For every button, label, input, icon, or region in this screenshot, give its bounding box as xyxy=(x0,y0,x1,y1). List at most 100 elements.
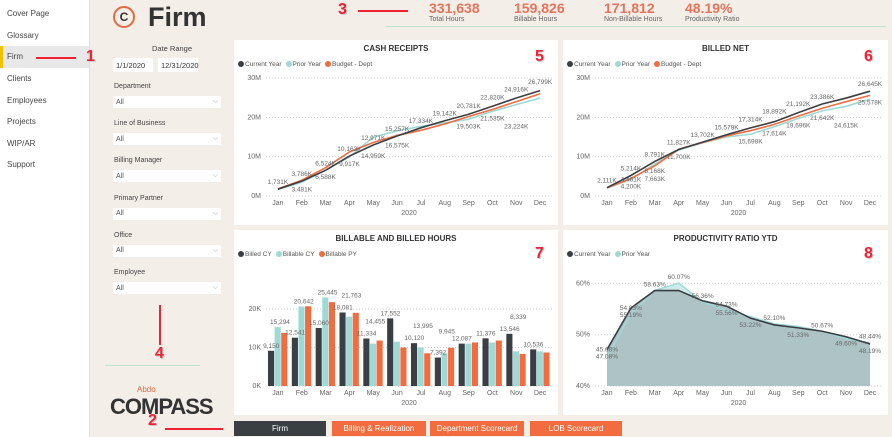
annotation-arrow xyxy=(36,57,76,59)
nav-item-cover-page[interactable]: Cover Page xyxy=(7,9,50,19)
legend-label: Prior Year xyxy=(621,251,651,258)
nav-item-wip-ar[interactable]: WIP/AR xyxy=(7,138,36,148)
x-tick-label: Sep xyxy=(462,200,475,207)
billed-net-chart: BILLED NET Current Year Prior Year Budget -… xyxy=(563,40,888,225)
x-tick-label: Mar xyxy=(649,200,662,207)
filter-dropdown-line-of-business[interactable]: All ⌵ xyxy=(113,133,221,146)
x-tick-label: Jun xyxy=(391,200,402,207)
legend-label: Current Year xyxy=(574,61,611,68)
annotation-badge-4: 4 xyxy=(155,345,164,362)
data-label: 1,731K xyxy=(268,179,289,186)
x-tick-label: Aug xyxy=(439,390,452,397)
filter-dropdown-department[interactable]: All ⌵ xyxy=(113,96,221,108)
legend-item[interactable]: Billed CY xyxy=(238,251,272,258)
annotation-badge-6: 6 xyxy=(864,48,873,65)
tab-department-scorecard[interactable]: Department Scorecard xyxy=(430,421,524,436)
data-label: 10,120 xyxy=(404,335,424,342)
data-label: 14,959K xyxy=(361,153,386,160)
data-label: 17,314K xyxy=(738,116,763,123)
legend-item[interactable]: Billable CY xyxy=(275,251,315,258)
bar-billed-cy xyxy=(291,337,298,386)
kpi-value: 159,826 xyxy=(514,0,565,16)
x-tick-label: Oct xyxy=(487,390,498,397)
dropdown-value: All xyxy=(116,98,124,106)
chart-title: BILLABLE AND BILLED HOURS xyxy=(335,234,457,243)
x-tick-label: Apr xyxy=(344,200,356,207)
data-label: 51.33% xyxy=(787,332,809,339)
bar-billable-py xyxy=(448,347,455,386)
nav-item-employees[interactable]: Employees xyxy=(7,95,47,105)
nav-item-glossary[interactable]: Glossary xyxy=(7,30,39,40)
data-label: 7,392 xyxy=(430,350,447,357)
tab-firm[interactable]: Firm xyxy=(234,421,326,436)
kpi-value: 48.19% xyxy=(685,0,733,16)
y-tick-label: 0M xyxy=(251,193,261,200)
dropdown-value: All xyxy=(116,284,124,292)
nav-item-projects[interactable]: Projects xyxy=(7,117,36,127)
chart-legend: Current Year Prior Year Budget - Dept xyxy=(567,61,701,68)
x-tick-label: Feb xyxy=(625,200,637,207)
filter-dropdown-billing-manager[interactable]: All ⌵ xyxy=(113,170,221,183)
data-label: 21,192K xyxy=(786,101,811,108)
data-label: 23,386K xyxy=(810,94,835,101)
data-label: 8,339 xyxy=(510,314,527,321)
filter-dropdown-primary-partner[interactable]: All ⌵ xyxy=(113,207,221,220)
annotation-arrow xyxy=(165,428,223,430)
legend-item[interactable]: Prior Year xyxy=(614,61,650,68)
legend-item[interactable]: Billable PY xyxy=(318,251,357,258)
bar-billable-py xyxy=(400,347,407,386)
kpi-label: Productivity Ratio xyxy=(685,16,740,23)
date-end-input[interactable]: 12/31/2020 xyxy=(158,58,199,72)
legend-item[interactable]: Current Year xyxy=(238,61,282,68)
date-range-label: Date Range xyxy=(152,44,193,53)
data-label: 20,642 xyxy=(294,298,314,305)
x-axis-title: 2020 xyxy=(401,210,417,217)
legend-item[interactable]: Budget - Dept xyxy=(325,61,372,68)
legend-label: Current Year xyxy=(245,61,282,68)
y-tick-label: 0K xyxy=(252,383,261,390)
x-tick-label: Dec xyxy=(864,200,877,207)
data-label: 11,827K xyxy=(667,139,691,146)
bar-billed-cy xyxy=(506,333,513,386)
tab-lob-scorecard[interactable]: LOB Scorecard xyxy=(530,421,622,436)
chevron-down-icon: ⌵ xyxy=(212,98,218,105)
chart-plot: 40% 50% 60% Jan Feb Mar Apr May Jun Jul Aug Sep Oct N… xyxy=(576,274,882,407)
legend-label: Budget - Dept xyxy=(332,61,373,68)
y-tick-label: 20K xyxy=(249,306,262,313)
data-label: 15,294 xyxy=(270,319,290,326)
data-label: 18,081 xyxy=(333,305,353,312)
bar-billable-py xyxy=(471,342,479,386)
bar-billable-cy xyxy=(536,351,543,386)
y-tick-label: 20M xyxy=(247,114,261,121)
legend-item[interactable]: Current Year xyxy=(567,251,611,258)
data-label: 23,224K xyxy=(504,124,529,131)
series-line-current-year xyxy=(606,289,871,351)
date-start-input[interactable]: 1/1/2020 xyxy=(113,58,153,72)
chart-legend: Current Year Prior Year xyxy=(567,251,650,258)
annotation-badge-1: 1 xyxy=(86,48,95,65)
legend-label: Billable CY xyxy=(282,251,315,258)
filter-dropdown-office[interactable]: All ⌵ xyxy=(113,244,221,257)
legend-dot-icon xyxy=(275,251,282,257)
nav-item-support[interactable]: Support xyxy=(7,160,36,170)
x-tick-label: Dec xyxy=(534,390,547,397)
kpi-card: 48.19% Productivity Ratio xyxy=(685,0,739,23)
bar-billed-cy xyxy=(267,350,275,386)
data-label: 15,060 xyxy=(309,320,329,327)
x-tick-label: Mar xyxy=(649,390,662,397)
bar-billable-cy xyxy=(298,306,305,386)
legend-item[interactable]: Current Year xyxy=(567,61,611,68)
legend-item[interactable]: Budget - Dept xyxy=(654,61,701,68)
x-tick-label: Apr xyxy=(673,200,685,207)
bar-billed-cy xyxy=(315,327,322,386)
filter-dropdown-employee[interactable]: All ⌵ xyxy=(113,282,221,294)
bar-billed-cy xyxy=(530,349,537,386)
x-tick-label: Jun xyxy=(721,390,732,397)
tab-billing-realization[interactable]: Billing & Realization xyxy=(332,421,426,436)
data-label: 4,461K xyxy=(621,176,642,183)
legend-item[interactable]: Prior Year xyxy=(614,251,651,258)
legend-dot-icon xyxy=(318,251,325,257)
nav-item-clients[interactable]: Clients xyxy=(7,74,32,84)
legend-item[interactable]: Prior Year xyxy=(285,61,321,68)
nav-item-firm[interactable]: Firm xyxy=(0,46,89,68)
